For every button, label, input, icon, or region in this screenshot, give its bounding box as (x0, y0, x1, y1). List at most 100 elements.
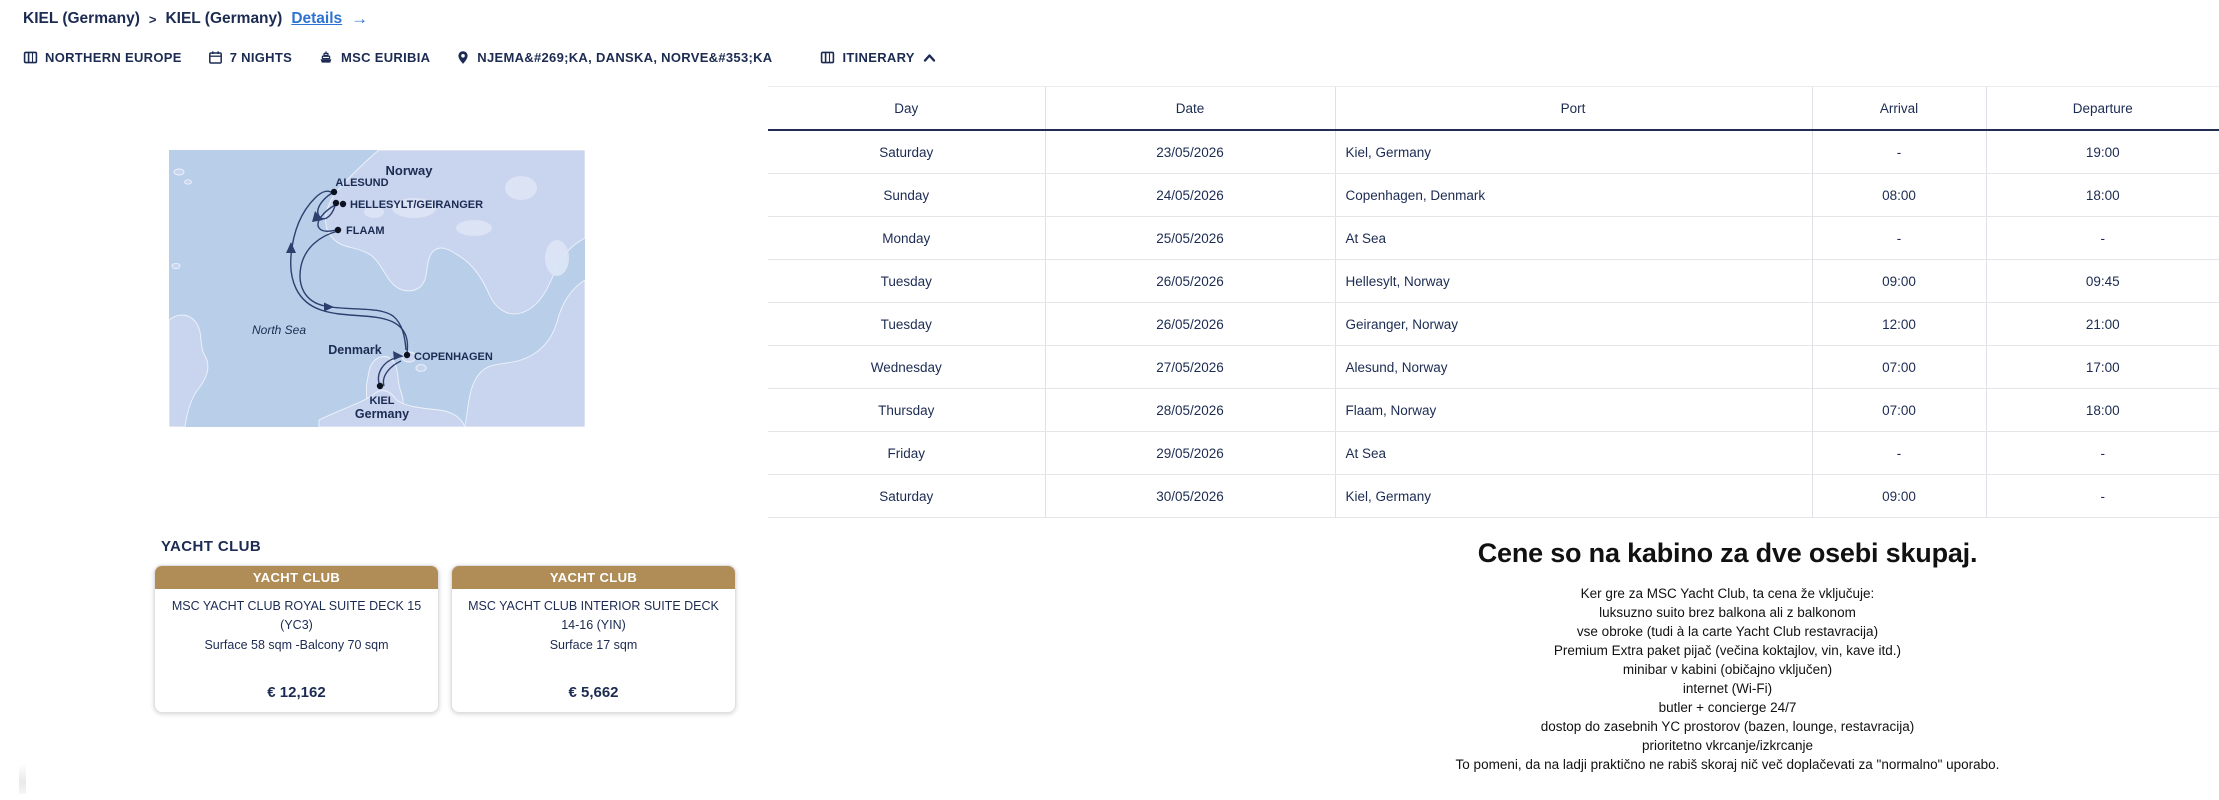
cabin-surface: Surface 17 sqm (549, 637, 638, 652)
chevron-up-icon[interactable] (922, 52, 937, 64)
pricing-note: Cene so na kabino za dve osebi skupaj. K… (1235, 538, 2219, 774)
cell-day: Monday (768, 216, 1045, 260)
nights-label: 7 NIGHTS (229, 50, 293, 65)
cell-arrival: 08:00 (1811, 173, 1986, 217)
cell-date: 27/05/2026 (1044, 345, 1335, 389)
map-labels: Norway ALESUND HELLESYLT/GEIRANGER FLAAM… (252, 163, 493, 421)
cell-arrival: 09:00 (1811, 259, 1986, 303)
cell-port: Copenhagen, Denmark (1334, 173, 1812, 217)
itinerary-label: ITINERARY (842, 50, 915, 65)
cell-port: Hellesylt, Norway (1334, 259, 1812, 303)
pricing-note-line: internet (Wi-Fi) (1682, 681, 1773, 696)
page-edge-artifact (19, 764, 26, 794)
cell-day: Tuesday (768, 302, 1045, 346)
cell-departure: 17:00 (1985, 345, 2219, 389)
table-row: Saturday 30/05/2026 Kiel, Germany 09:00 … (768, 474, 2219, 518)
info-item-nights: 7 NIGHTS (208, 50, 292, 65)
map-label-norway: Norway (386, 163, 434, 178)
cabin-card-interior-suite[interactable]: YACHT CLUB MSC YACHT CLUB INTERIOR SUITE… (451, 565, 736, 713)
cell-departure: 21:00 (1985, 302, 2219, 346)
info-item-ship: MSC EURIBIA (318, 50, 430, 65)
pricing-note-line: vse obroke (tudi à la carte Yacht Club r… (1576, 624, 1879, 639)
cell-port: At Sea (1334, 216, 1812, 260)
itinerary-toggle[interactable]: ITINERARY (820, 50, 936, 65)
cell-date: 23/05/2026 (1044, 130, 1335, 174)
cell-port: Flaam, Norway (1334, 388, 1812, 432)
column-header-departure: Departure (1985, 86, 2219, 131)
map-label-germany: Germany (355, 407, 409, 421)
cell-arrival: 07:00 (1811, 388, 1986, 432)
cell-date: 28/05/2026 (1044, 388, 1335, 432)
cell-day: Friday (768, 431, 1045, 475)
cell-port: Kiel, Germany (1334, 474, 1812, 518)
cell-port: At Sea (1334, 431, 1812, 475)
cell-day: Wednesday (768, 345, 1045, 389)
destinations-label: NJEMA&#269;KA, DANSKA, NORVE&#353;KA (477, 50, 773, 65)
cell-arrival: - (1811, 216, 1986, 260)
map-label-hellesylt-geiranger: HELLESYLT/GEIRANGER (350, 199, 483, 211)
itinerary-icon (821, 51, 835, 64)
map-icon (23, 51, 38, 64)
pricing-note-title: Cene so na kabino za dve osebi skupaj. (1477, 538, 1978, 568)
cell-date: 30/05/2026 (1044, 474, 1335, 518)
pricing-note-line: butler + concierge 24/7 (1658, 700, 1797, 715)
column-header-port: Port (1334, 86, 1812, 131)
info-item-destinations: NJEMA&#269;KA, DANSKA, NORVE&#353;KA (456, 50, 772, 65)
route-map: Norway ALESUND HELLESYLT/GEIRANGER FLAAM… (169, 150, 585, 427)
cell-port: Alesund, Norway (1334, 345, 1812, 389)
cell-day: Tuesday (768, 259, 1045, 303)
table-row: Tuesday 26/05/2026 Hellesylt, Norway 09:… (768, 259, 2219, 303)
cell-arrival: 09:00 (1811, 474, 1986, 518)
cell-departure: - (1985, 216, 2219, 260)
table-row: Friday 29/05/2026 At Sea - - (768, 431, 2219, 475)
map-port-dots (330, 188, 411, 390)
cell-departure: - (1985, 474, 2219, 518)
region-label: NORTHERN EUROPE (45, 50, 182, 65)
cell-port: Kiel, Germany (1334, 130, 1812, 174)
breadcrumb-to: KIEL (Germany) (165, 10, 283, 27)
map-label-copenhagen: COPENHAGEN (414, 351, 493, 363)
cabin-card-header: YACHT CLUB (452, 566, 735, 589)
cell-arrival: - (1811, 130, 1986, 174)
map-label-kiel: KIEL (369, 395, 394, 407)
column-header-arrival: Arrival (1811, 86, 1986, 131)
cell-day: Saturday (768, 130, 1045, 174)
cabin-surface: Surface 58 sqm -Balcony 70 sqm (204, 637, 389, 652)
pricing-note-line: Premium Extra paket pijač (večina koktaj… (1553, 643, 1902, 658)
details-link[interactable]: Details (291, 10, 343, 27)
table-header-row: Day Date Port Arrival Departure (768, 86, 2219, 131)
column-header-day: Day (768, 86, 1045, 131)
table-row: Monday 25/05/2026 At Sea - - (768, 216, 2219, 260)
cell-date: 29/05/2026 (1044, 431, 1335, 475)
pricing-note-line: Ker gre za MSC Yacht Club, ta cena že vk… (1580, 586, 1875, 601)
pricing-note-line: dostop do zasebnih YC prostorov (bazen, … (1540, 719, 1915, 734)
location-pin-icon (458, 51, 468, 64)
cell-date: 24/05/2026 (1044, 173, 1335, 217)
cell-departure: 18:00 (1985, 388, 2219, 432)
column-header-date: Date (1044, 86, 1335, 131)
cell-date: 25/05/2026 (1044, 216, 1335, 260)
cell-departure: 18:00 (1985, 173, 2219, 217)
breadcrumb: KIEL (Germany) > KIEL (Germany) Details … (23, 9, 368, 29)
map-label-north-sea: North Sea (252, 323, 306, 337)
details-arrow-icon[interactable]: → (351, 9, 369, 28)
yacht-club-cards: YACHT CLUB MSC YACHT CLUB ROYAL SUITE DE… (154, 565, 736, 713)
table-row: Wednesday 27/05/2026 Alesund, Norway 07:… (768, 345, 2219, 389)
table-row: Saturday 23/05/2026 Kiel, Germany - 19:0… (768, 130, 2219, 174)
cell-departure: 19:00 (1985, 130, 2219, 174)
ship-icon (320, 51, 332, 63)
itinerary-table: Day Date Port Arrival Departure Saturday… (768, 86, 2219, 518)
cell-date: 26/05/2026 (1044, 259, 1335, 303)
cell-day: Sunday (768, 173, 1045, 217)
cabin-card-royal-suite[interactable]: YACHT CLUB MSC YACHT CLUB ROYAL SUITE DE… (154, 565, 439, 713)
cell-departure: 09:45 (1985, 259, 2219, 303)
breadcrumb-from: KIEL (Germany) (23, 10, 140, 27)
cell-departure: - (1985, 431, 2219, 475)
pricing-note-line: prioritetno vkrcanje/izkrcanje (1641, 738, 1814, 753)
cell-port: Geiranger, Norway (1334, 302, 1812, 346)
cell-date: 26/05/2026 (1044, 302, 1335, 346)
pricing-note-line: To pomeni, da na ladji praktično ne rabi… (1455, 757, 2000, 772)
cabin-name: MSC YACHT CLUB INTERIOR SUITE DECK 14-16… (468, 599, 719, 632)
info-item-region: NORTHERN EUROPE (23, 50, 182, 65)
